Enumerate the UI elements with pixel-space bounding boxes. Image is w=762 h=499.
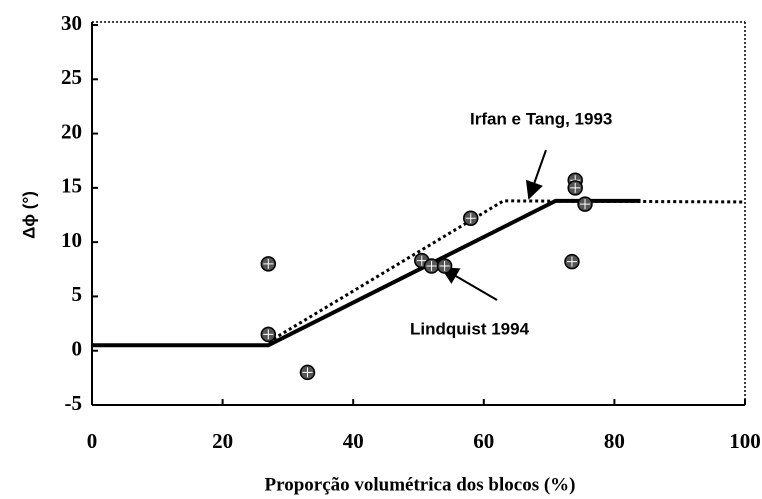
point-hatch: [302, 367, 313, 378]
x-tick-label: 0: [87, 429, 98, 453]
point-hatch: [439, 261, 450, 272]
annotation: Lindquist 1994: [410, 319, 530, 338]
x-tick-label: 60: [473, 429, 494, 453]
y-tick-label: 10: [61, 228, 82, 252]
y-tick-label: 25: [61, 65, 82, 89]
point-hatch: [426, 261, 437, 272]
y-tick-label: 30: [61, 11, 82, 35]
point-hatch: [580, 199, 591, 210]
point-hatch: [416, 255, 427, 266]
y-tick-label: 5: [72, 282, 83, 306]
y-tick-label: 15: [61, 174, 82, 198]
line-series: [267, 199, 746, 344]
x-axis-label: Proporção volumétrica dos blocos (%): [265, 474, 576, 495]
x-tick-label: 100: [729, 429, 761, 453]
x-tick-label: 80: [604, 429, 625, 453]
point-hatch: [566, 256, 577, 267]
annotation-arrow: [440, 267, 498, 301]
x-tick-label: 40: [343, 429, 364, 453]
y-tick-label: 20: [61, 119, 82, 143]
point-hatch: [465, 213, 476, 224]
x-tick-label: 20: [212, 429, 233, 453]
point-hatch: [570, 182, 581, 193]
point-hatch: [263, 258, 274, 269]
y-tick-label: -5: [65, 391, 83, 415]
point-hatch: [263, 329, 274, 340]
annotation-arrow: [525, 149, 547, 200]
y-axis-label: Δϕ (°): [19, 191, 38, 239]
line-series: [92, 198, 641, 348]
y-tick-label: 0: [72, 337, 83, 361]
annotation: Irfan e Tang, 1993: [470, 109, 612, 128]
